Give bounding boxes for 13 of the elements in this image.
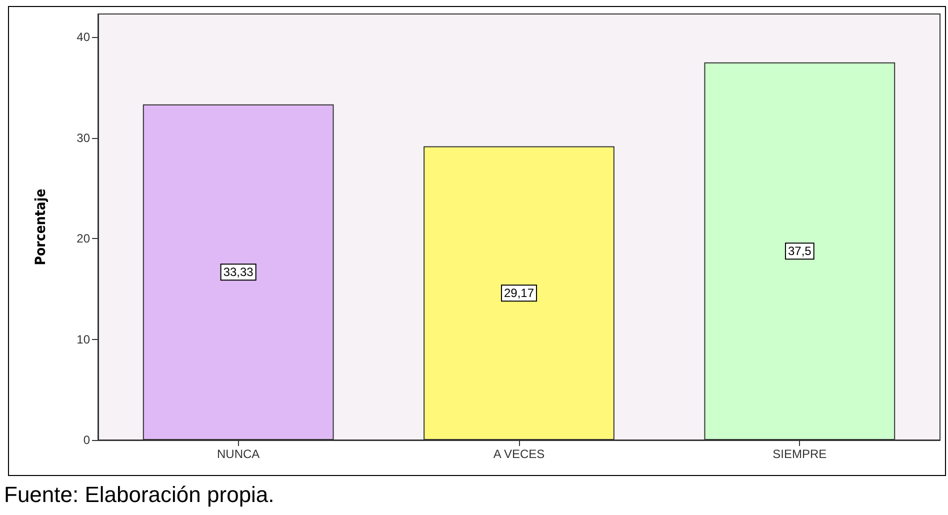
y-tick-label: 10 (76, 332, 90, 346)
y-tick-label: 30 (76, 130, 90, 145)
x-tick-label: SIEMPRE (772, 447, 827, 461)
x-tick-label: A VECES (493, 447, 545, 461)
data-label: 29,17 (504, 286, 534, 300)
data-label: 33,33 (223, 265, 254, 280)
x-tick-label: NUNCA (216, 447, 260, 461)
y-tick-label: 0 (83, 433, 90, 447)
y-tick-label: 40 (76, 30, 90, 44)
y-tick-label: 20 (76, 232, 90, 246)
data-label: 37,5 (788, 244, 812, 258)
source-note: Fuente: Elaboración propia. (4, 482, 274, 508)
y-axis-title: Porcentaje (33, 188, 49, 266)
